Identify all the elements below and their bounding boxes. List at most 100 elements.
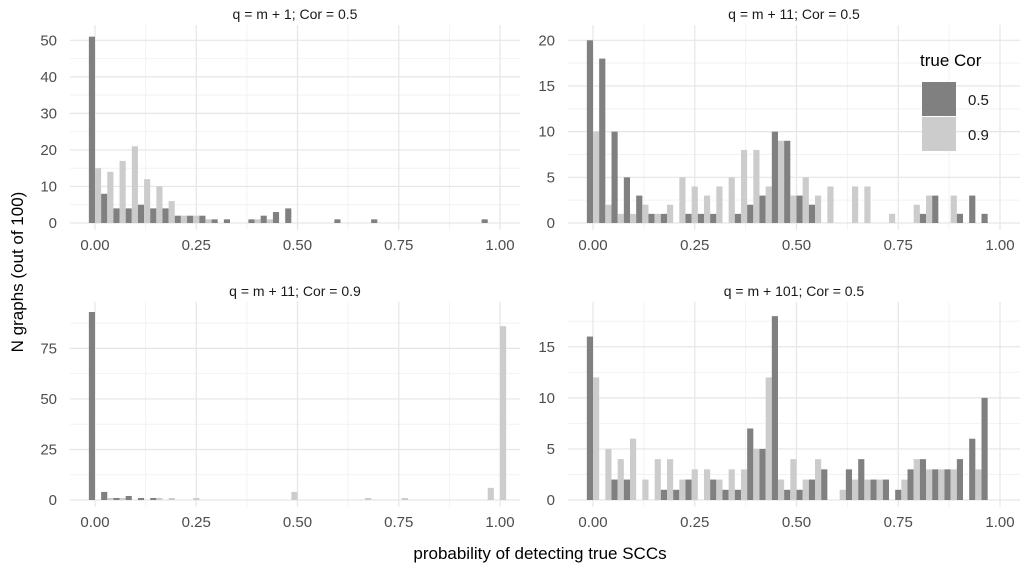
bar-cor-0.5	[285, 208, 292, 223]
x-tick-label: 0.50	[283, 237, 312, 254]
bar-cor-0.5	[125, 495, 132, 500]
bar-cor-0.9	[593, 131, 600, 223]
bar-cor-0.5	[944, 469, 951, 500]
bar-cor-0.9	[839, 489, 846, 500]
bar-cor-0.5	[673, 489, 680, 500]
x-tick-label: 0.50	[782, 237, 811, 254]
bar-cor-0.9	[266, 219, 273, 223]
bar-cor-0.5	[969, 438, 976, 500]
bar-cor-0.5	[334, 219, 341, 223]
y-tick-label: 5	[547, 441, 555, 458]
bar-cor-0.9	[852, 186, 859, 223]
bar-cor-0.5	[845, 469, 853, 500]
bar-cor-0.9	[913, 459, 920, 500]
bar-cor-0.5	[199, 215, 206, 223]
bar-cor-0.9	[679, 177, 686, 223]
bar-cor-0.9	[95, 168, 102, 223]
x-tick-label: 1.00	[985, 514, 1014, 531]
bar-cor-0.5	[174, 215, 181, 223]
bar-cor-0.5	[697, 213, 704, 223]
bar-cor-0.5	[623, 177, 630, 223]
bar-cor-0.9	[107, 497, 114, 500]
bar-cor-0.5	[272, 212, 280, 223]
y-tick-label: 0	[49, 215, 57, 232]
y-tick-label: 40	[40, 69, 57, 86]
bar-cor-0.5	[636, 195, 643, 223]
bar-cor-0.9	[666, 204, 674, 223]
bar-cor-0.9	[802, 177, 809, 223]
bar-cor-0.5	[808, 204, 816, 223]
bar-cor-0.5	[113, 208, 120, 223]
bar-cor-0.9	[629, 438, 637, 500]
bar-cor-0.5	[981, 397, 988, 500]
bar-cor-0.9	[500, 326, 507, 500]
bar-cor-0.9	[168, 497, 175, 500]
bar-cor-0.5	[796, 195, 803, 223]
bar-cor-0.5	[759, 448, 766, 500]
bar-cor-0.5	[956, 213, 964, 223]
bar-cor-0.9	[180, 215, 188, 223]
bar-cor-0.5	[870, 479, 877, 500]
bar-cor-0.9	[131, 146, 138, 223]
bar-cor-0.9	[254, 219, 261, 223]
panel-3: 0.00 0.25 0.50 0.75 1.00 0 25 50 75 q = m + 11; C…	[40, 283, 520, 531]
legend: true Cor 0.5 0.9	[920, 51, 989, 151]
bar-cor-0.5	[611, 479, 618, 500]
y-tick-label: 10	[40, 178, 57, 195]
x-tick-label: 1.00	[485, 237, 514, 254]
y-tick-label: 75	[40, 340, 57, 357]
panel-title: q = m + 11; Cor = 0.5	[728, 6, 860, 22]
bar-cor-0.5	[919, 213, 927, 223]
bar-cor-0.9	[617, 213, 624, 223]
x-tick-label: 0.25	[680, 514, 709, 531]
bar-cor-0.5	[248, 219, 255, 223]
bar-cor-0.9	[889, 213, 896, 223]
x-tick-label: 0.00	[578, 514, 607, 531]
bar-cor-0.5	[586, 40, 593, 223]
bar-cor-0.5	[895, 489, 902, 500]
bar-cor-0.5	[759, 195, 766, 223]
y-tick-label: 10	[538, 124, 555, 141]
bar-cor-0.5	[481, 219, 488, 223]
bar-cor-0.9	[107, 171, 114, 223]
bar-cor-0.9	[642, 479, 649, 500]
bar-cor-0.5	[660, 489, 667, 500]
bar-cor-0.5	[113, 497, 120, 500]
bar-cor-0.9	[765, 377, 772, 500]
bar-cor-0.5	[932, 195, 939, 223]
panel-1: 0.00 0.25 0.50 0.75 1.00 0 10 20 30 40 50 q = m + 1…	[40, 6, 520, 254]
y-tick-label: 0	[49, 492, 57, 509]
bar-cor-0.9	[740, 469, 748, 500]
bar-cor-0.5	[956, 459, 964, 500]
x-tick-label: 0.75	[384, 237, 413, 254]
x-tick-label: 1.00	[485, 514, 514, 531]
bar-cor-0.5	[586, 336, 593, 500]
bar-cor-0.9	[193, 215, 200, 223]
bar-cor-0.9	[740, 149, 748, 223]
bar-cor-0.9	[728, 177, 735, 223]
bar-cor-0.5	[260, 215, 267, 223]
y-tick-label: 0	[547, 492, 555, 509]
bar-cor-0.5	[88, 36, 95, 224]
panel-title: q = m + 11; Cor = 0.9	[229, 283, 361, 299]
legend-label-0.9: 0.9	[968, 127, 989, 144]
x-tick-label: 1.00	[985, 237, 1014, 254]
bar-cor-0.9	[605, 448, 612, 500]
bar-cor-0.9	[926, 469, 933, 500]
bar-cor-0.5	[771, 131, 778, 223]
y-tick-label: 50	[40, 391, 57, 408]
bar-cor-0.9	[487, 487, 494, 500]
bar-cor-0.9	[827, 186, 834, 223]
bar-cor-0.9	[703, 469, 711, 500]
bar-cor-0.5	[660, 213, 667, 223]
y-tick-label: 0	[547, 215, 555, 232]
bar-cor-0.9	[802, 479, 809, 500]
x-tick-label: 0.00	[80, 514, 109, 531]
bar-cor-0.9	[716, 186, 723, 223]
bar-cor-0.9	[168, 201, 175, 223]
bar-cor-0.5	[771, 316, 778, 500]
bar-cor-0.9	[156, 497, 163, 500]
panel-title: q = m + 1; Cor = 0.5	[233, 6, 358, 22]
bar-cor-0.5	[648, 213, 655, 223]
